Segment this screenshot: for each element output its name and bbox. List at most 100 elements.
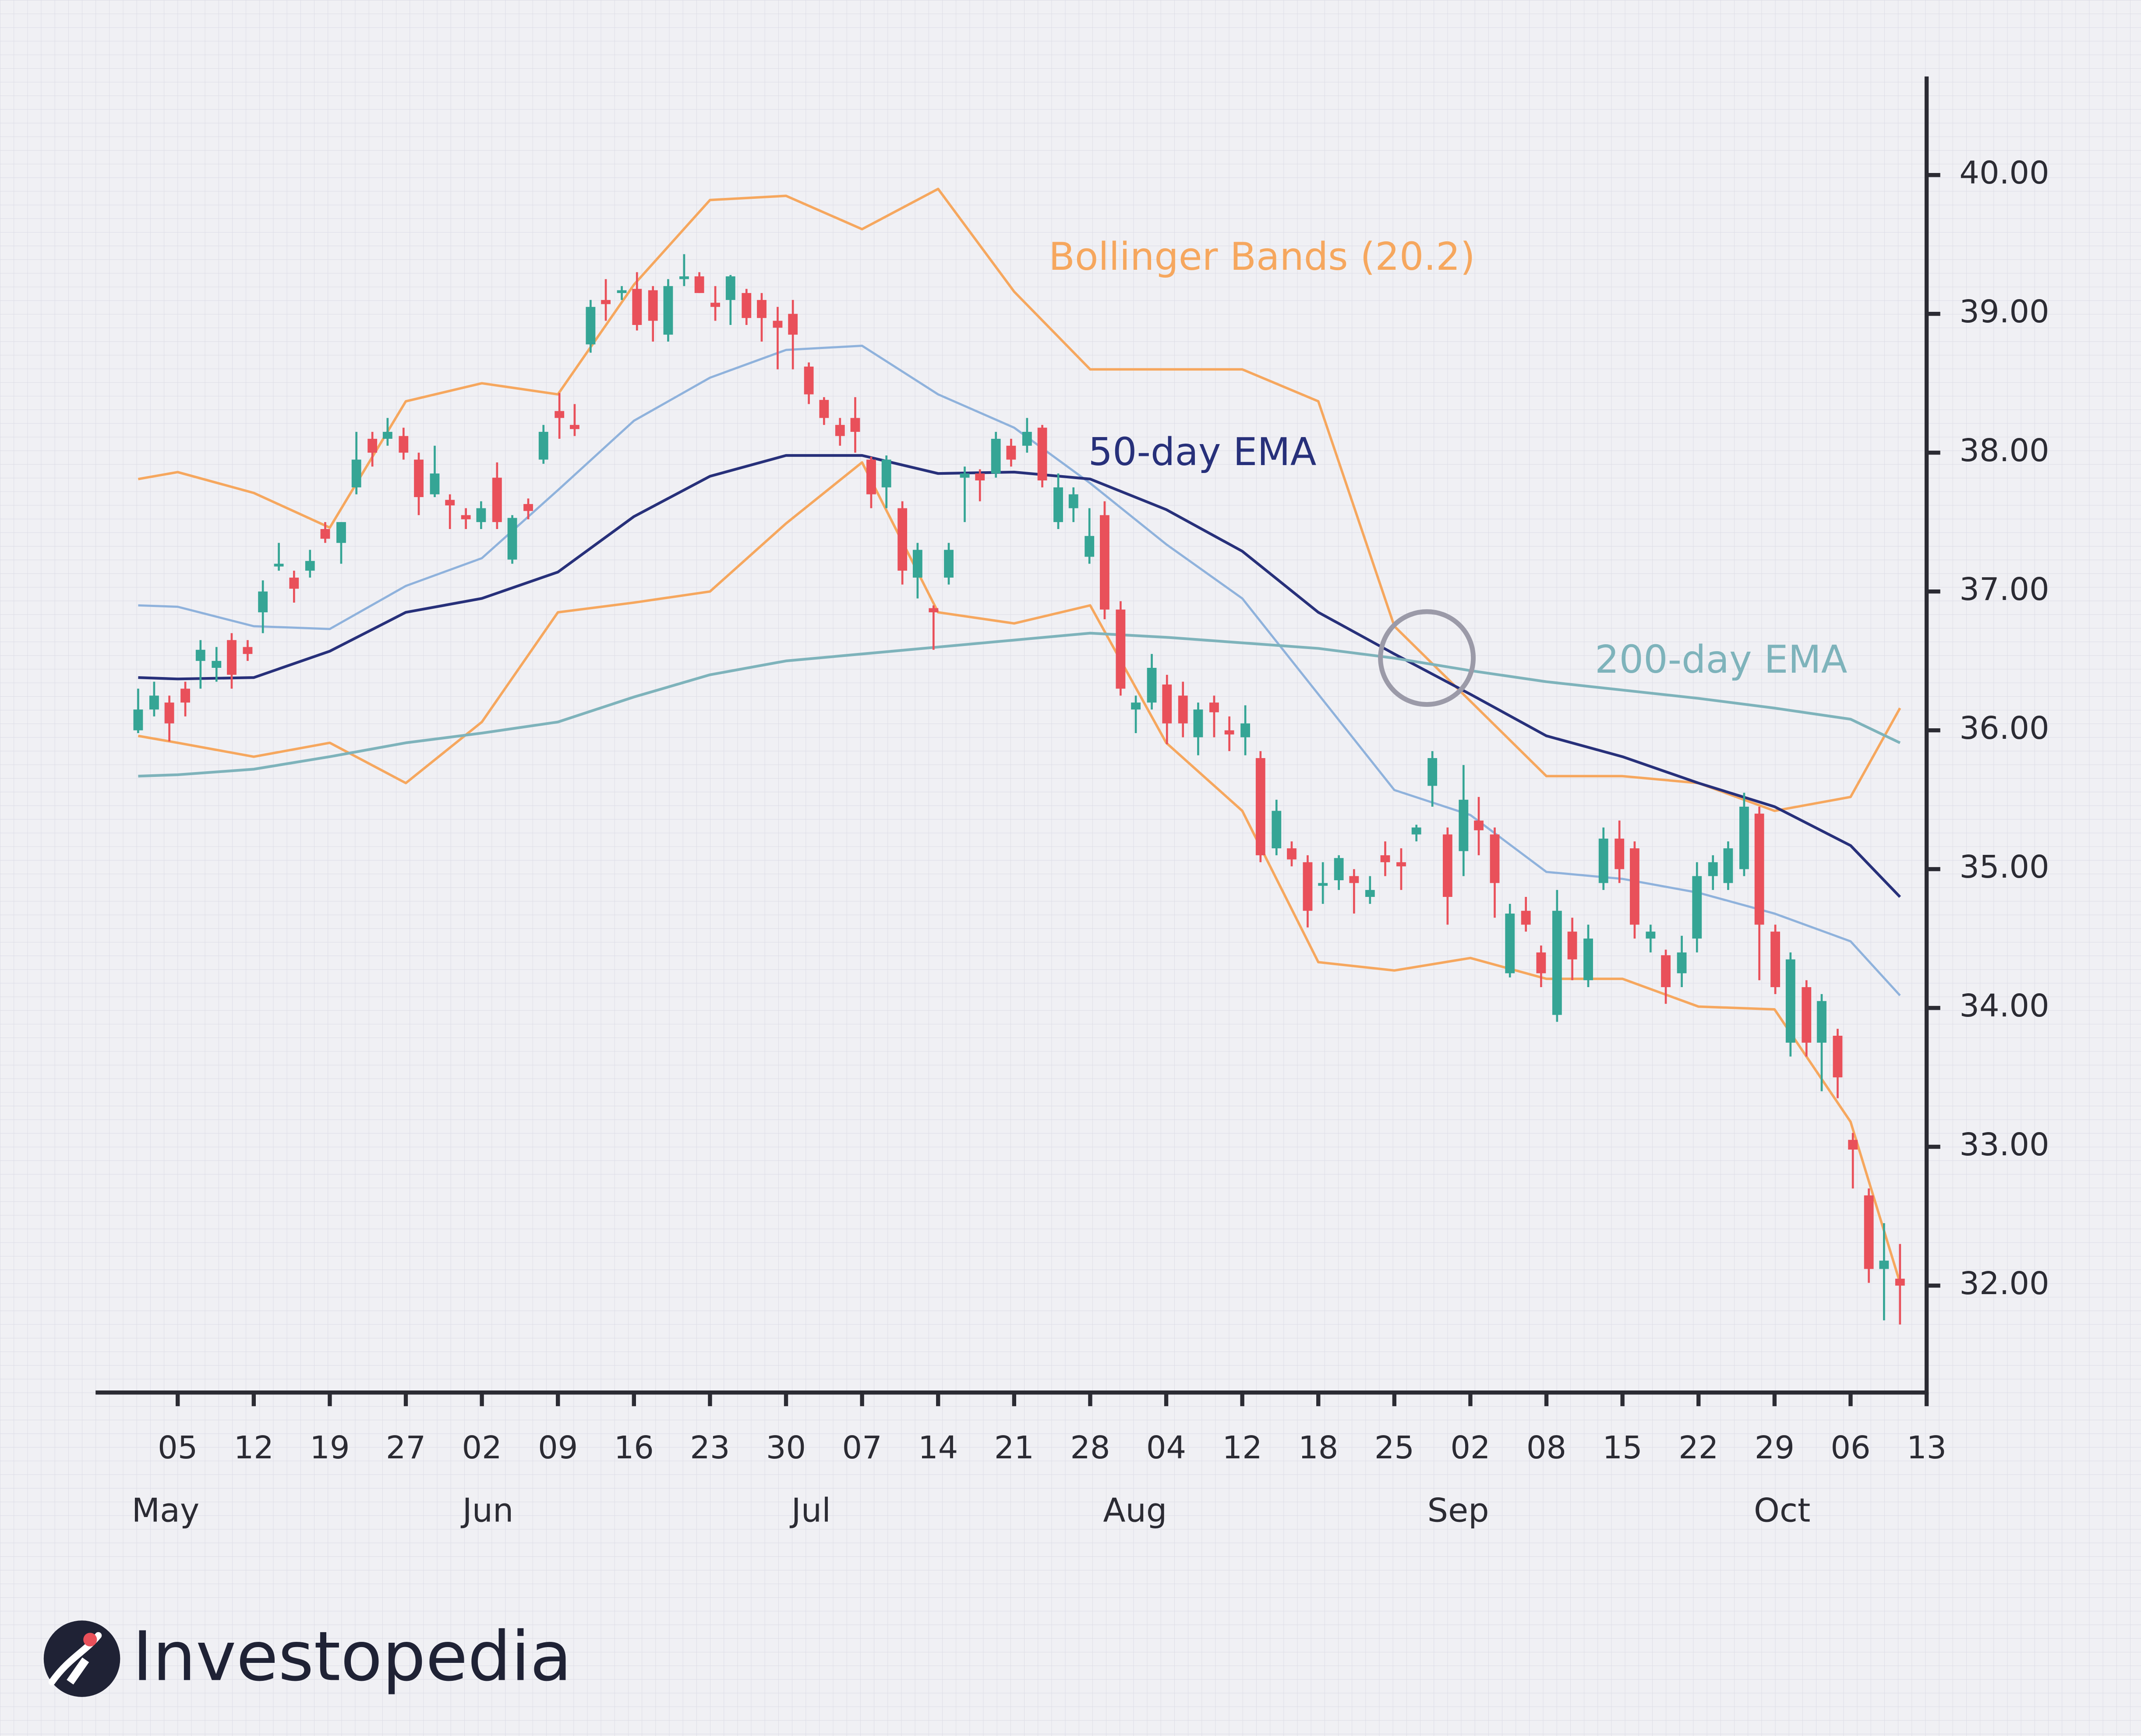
candle-body: [1615, 838, 1625, 869]
candle-body: [1833, 1036, 1843, 1078]
x-tick-label: 23: [690, 1429, 730, 1466]
candle-body: [1661, 955, 1671, 988]
line-series: [138, 632, 1901, 778]
candle-body: [1770, 932, 1781, 988]
candle-body: [212, 661, 222, 668]
candle-body: [1505, 914, 1515, 974]
candle-body: [336, 522, 346, 543]
candle-body: [523, 504, 533, 511]
candle-body: [1583, 939, 1593, 981]
y-tick-label: 32.00: [1959, 1265, 2049, 1302]
candle-body: [164, 702, 174, 723]
month-label: Sep: [1427, 1492, 1489, 1530]
candle-body: [1708, 862, 1718, 876]
candle-body: [430, 473, 440, 494]
series-label: Bollinger Bands (20.2): [1049, 234, 1475, 279]
candle-body: [1630, 848, 1639, 925]
candle-body: [1459, 800, 1469, 851]
candle-body: [1022, 432, 1032, 446]
candle-body: [382, 432, 392, 439]
y-tick-label: 39.00: [1959, 293, 2049, 330]
month-label: Oct: [1754, 1492, 1810, 1530]
candle-body: [725, 276, 735, 300]
candle-body: [975, 473, 985, 481]
candle-body: [1754, 813, 1764, 925]
candle-body: [586, 307, 596, 345]
x-tick-label: 16: [614, 1429, 654, 1466]
candle-body: [243, 647, 253, 654]
line-series: [138, 187, 1901, 812]
candle-body: [1178, 695, 1188, 723]
candle-body: [414, 459, 424, 498]
logo-stem: [67, 1657, 89, 1685]
series-label: 200-day EMA: [1595, 637, 1847, 682]
candle-body: [351, 459, 361, 487]
candle-body: [305, 561, 315, 571]
candle-body: [1380, 855, 1390, 862]
candle-body: [1442, 834, 1452, 897]
candle-body: [1427, 758, 1438, 786]
candle-body: [1739, 806, 1749, 869]
y-tick-label: 34.00: [1959, 987, 2049, 1024]
x-tick-label: 19: [310, 1429, 350, 1466]
x-tick-label: 02: [1450, 1429, 1490, 1466]
x-tick-label: 25: [1374, 1429, 1414, 1466]
candle-body: [866, 459, 876, 494]
x-tick-label: 05: [158, 1429, 198, 1466]
candle-body: [1085, 536, 1095, 557]
candle-body: [274, 564, 284, 567]
candle-body: [1490, 834, 1500, 883]
candle-body: [929, 608, 939, 613]
candle-body: [912, 550, 922, 578]
candle-body: [819, 400, 829, 418]
candle-body: [1536, 952, 1546, 974]
crossover-circle: [1378, 609, 1476, 707]
candle-body: [445, 500, 455, 506]
candle-body: [399, 436, 409, 453]
candle-body: [757, 300, 767, 318]
candle-body: [149, 695, 159, 710]
line-series: [138, 345, 1901, 996]
candle-body: [944, 550, 954, 578]
candle-body: [773, 321, 783, 328]
candle-body: [1318, 883, 1328, 886]
candle-body: [991, 438, 1001, 474]
candle-body: [881, 459, 891, 487]
x-tick-label: 29: [1755, 1429, 1795, 1466]
candle-body: [133, 709, 143, 730]
candle-body: [1272, 811, 1282, 849]
y-tick-label: 38.00: [1959, 432, 2049, 469]
candle-body: [1552, 910, 1562, 1015]
candle-body: [1802, 987, 1812, 1043]
candle-body: [555, 411, 565, 418]
brand: Investopedia: [132, 1616, 572, 1696]
month-label: Jul: [790, 1492, 831, 1530]
candle-body: [850, 418, 860, 432]
candle-body: [320, 529, 330, 539]
candle-body: [1879, 1260, 1889, 1269]
x-tick-label: 27: [386, 1429, 426, 1466]
candle-body: [492, 477, 502, 522]
candle-body: [1521, 910, 1531, 925]
plot: [133, 187, 1905, 1325]
candle-body: [679, 276, 689, 279]
candle-body: [601, 300, 611, 304]
candle-body: [1193, 709, 1203, 737]
candle-body: [1224, 730, 1234, 735]
candle-body: [617, 290, 627, 293]
month-label: Aug: [1103, 1492, 1167, 1530]
candle-body: [1598, 838, 1608, 883]
candle-body: [1411, 827, 1421, 835]
line-series: [138, 461, 1901, 1284]
candle-body: [648, 290, 658, 321]
x-tick-label: 15: [1603, 1429, 1643, 1466]
candle-body: [195, 649, 205, 661]
series-label: 50-day EMA: [1088, 430, 1317, 474]
candle-body: [1053, 487, 1063, 522]
x-tick-label: 14: [918, 1429, 958, 1466]
candle-body: [1864, 1195, 1874, 1269]
y-tick-label: 40.00: [1959, 154, 2049, 191]
x-tick-label: 18: [1298, 1429, 1338, 1466]
